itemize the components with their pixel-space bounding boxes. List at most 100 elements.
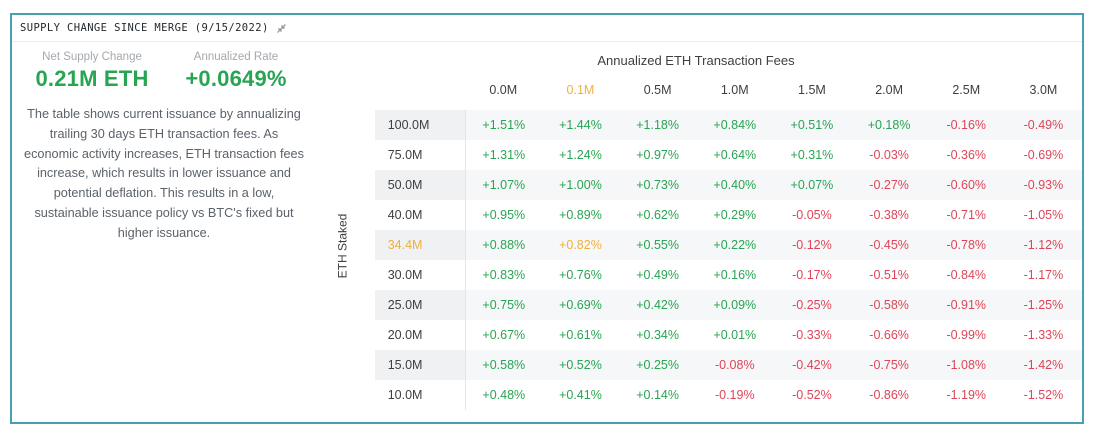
matrix-cell[interactable]: +0.31% bbox=[790, 148, 834, 162]
matrix-cell[interactable]: +0.64% bbox=[713, 148, 757, 162]
matrix-cell[interactable]: +1.00% bbox=[541, 170, 620, 200]
matrix-cell[interactable]: +0.55% bbox=[619, 230, 697, 260]
row-header-30.0M[interactable]: 30.0M bbox=[387, 268, 423, 282]
matrix-cell[interactable]: -0.42% bbox=[773, 350, 851, 380]
matrix-cell[interactable]: -0.17% bbox=[792, 268, 832, 282]
matrix-cell[interactable]: -1.52% bbox=[1023, 388, 1064, 402]
matrix-cell[interactable]: -0.27% bbox=[850, 170, 928, 200]
matrix-cell[interactable]: +0.16% bbox=[713, 268, 757, 282]
matrix-cell[interactable]: +0.95% bbox=[464, 200, 542, 230]
matrix-cell[interactable]: +0.49% bbox=[636, 268, 679, 282]
matrix-cell[interactable]: +0.09% bbox=[696, 290, 774, 320]
matrix-cell[interactable]: -0.99% bbox=[946, 328, 987, 342]
matrix-cell[interactable]: +0.40% bbox=[696, 170, 774, 200]
matrix-cell[interactable]: -0.36% bbox=[946, 148, 987, 162]
matrix-cell[interactable]: +0.62% bbox=[636, 208, 679, 222]
col-header-2.0M[interactable]: 2.0M bbox=[875, 83, 903, 97]
matrix-cell[interactable]: +0.25% bbox=[619, 350, 697, 380]
matrix-cell[interactable]: +1.24% bbox=[559, 148, 602, 162]
matrix-cell[interactable]: -1.42% bbox=[1004, 350, 1082, 380]
matrix-cell[interactable]: +0.14% bbox=[636, 388, 679, 402]
matrix-cell[interactable]: -0.33% bbox=[792, 328, 832, 342]
matrix-cell[interactable]: +0.73% bbox=[619, 170, 697, 200]
matrix-cell[interactable]: +0.51% bbox=[773, 110, 851, 140]
row-header-100.0M[interactable]: 100.0M bbox=[374, 110, 465, 140]
matrix-cell[interactable]: -0.78% bbox=[927, 230, 1005, 260]
matrix-cell[interactable]: -0.45% bbox=[850, 230, 928, 260]
matrix-cell[interactable]: -0.69% bbox=[1023, 148, 1064, 162]
matrix-cell[interactable]: +1.31% bbox=[464, 140, 542, 170]
matrix-cell[interactable]: +0.52% bbox=[541, 350, 620, 380]
matrix-cell[interactable]: +0.97% bbox=[636, 148, 679, 162]
matrix-cell[interactable]: +1.18% bbox=[619, 110, 697, 140]
matrix-cell[interactable]: -0.25% bbox=[773, 290, 851, 320]
matrix-cell[interactable]: -0.75% bbox=[850, 350, 928, 380]
matrix-cell[interactable]: +0.34% bbox=[636, 328, 679, 342]
matrix-cell[interactable]: +0.75% bbox=[464, 290, 542, 320]
matrix-cell[interactable]: -1.05% bbox=[1023, 208, 1064, 222]
col-header-0.5M[interactable]: 0.5M bbox=[643, 83, 672, 97]
matrix-cell[interactable]: +1.07% bbox=[464, 170, 542, 200]
matrix-cell[interactable]: +1.44% bbox=[541, 110, 620, 140]
row-header-34.4M[interactable]: 34.4M bbox=[374, 230, 465, 260]
matrix-cell[interactable]: +0.07% bbox=[773, 170, 851, 200]
col-header-1.5M[interactable]: 1.5M bbox=[798, 83, 826, 97]
matrix-cell[interactable]: -0.12% bbox=[773, 230, 851, 260]
matrix-cell[interactable]: -0.05% bbox=[792, 208, 832, 222]
matrix-cell[interactable]: -0.66% bbox=[869, 328, 909, 342]
matrix-cell[interactable]: -0.58% bbox=[850, 290, 928, 320]
matrix-cell[interactable]: +0.88% bbox=[464, 230, 542, 260]
matrix-cell[interactable]: -0.51% bbox=[869, 268, 909, 282]
matrix-cell[interactable]: -0.60% bbox=[927, 170, 1005, 200]
matrix-cell[interactable]: -1.19% bbox=[946, 388, 987, 402]
matrix-cell[interactable]: -1.33% bbox=[1023, 328, 1064, 342]
matrix-cell[interactable]: -0.86% bbox=[869, 388, 909, 402]
matrix-cell[interactable]: -0.38% bbox=[869, 208, 909, 222]
matrix-cell[interactable]: +0.01% bbox=[713, 328, 757, 342]
row-header-40.0M[interactable]: 40.0M bbox=[387, 208, 423, 222]
collapse-icon[interactable] bbox=[276, 23, 287, 34]
matrix-cell[interactable]: +0.76% bbox=[559, 268, 602, 282]
row-header-25.0M[interactable]: 25.0M bbox=[374, 290, 465, 320]
matrix-cell[interactable]: -0.03% bbox=[869, 148, 909, 162]
matrix-cell[interactable]: -0.16% bbox=[927, 110, 1005, 140]
matrix-cell[interactable]: +0.69% bbox=[541, 290, 620, 320]
col-header-1.0M[interactable]: 1.0M bbox=[720, 83, 749, 97]
matrix-cell[interactable]: +0.48% bbox=[464, 380, 542, 410]
matrix-cell[interactable]: -0.19% bbox=[714, 388, 755, 402]
row-header-75.0M[interactable]: 75.0M bbox=[387, 148, 423, 162]
matrix-cell[interactable]: -1.12% bbox=[1004, 230, 1082, 260]
matrix-cell[interactable]: -0.93% bbox=[1004, 170, 1082, 200]
col-header-0.0M[interactable]: 0.0M bbox=[489, 83, 518, 97]
matrix-cell[interactable]: +0.83% bbox=[464, 260, 542, 290]
matrix-cell[interactable]: +0.42% bbox=[619, 290, 697, 320]
col-header-2.5M[interactable]: 2.5M bbox=[952, 83, 981, 97]
table-title: Annualized ETH Transaction Fees bbox=[597, 53, 795, 68]
matrix-cell[interactable]: +0.22% bbox=[696, 230, 774, 260]
col-header-3.0M[interactable]: 3.0M bbox=[1029, 83, 1058, 97]
matrix-cell[interactable]: +0.84% bbox=[696, 110, 774, 140]
row-header-20.0M[interactable]: 20.0M bbox=[387, 328, 423, 342]
matrix-cell[interactable]: -1.25% bbox=[1004, 290, 1082, 320]
matrix-cell[interactable]: +0.58% bbox=[464, 350, 542, 380]
matrix-cell[interactable]: -0.49% bbox=[1004, 110, 1082, 140]
row-header-50.0M[interactable]: 50.0M bbox=[374, 170, 465, 200]
matrix-cell[interactable]: +0.29% bbox=[713, 208, 757, 222]
matrix-cell[interactable]: -0.91% bbox=[927, 290, 1005, 320]
matrix-cell[interactable]: +0.67% bbox=[464, 320, 542, 350]
matrix-cell[interactable]: -0.08% bbox=[696, 350, 774, 380]
matrix-cell[interactable]: -0.84% bbox=[946, 268, 987, 282]
matrix-cell[interactable]: +0.41% bbox=[559, 388, 602, 402]
matrix-cell[interactable]: -1.17% bbox=[1023, 268, 1064, 282]
matrix-cell[interactable]: -0.52% bbox=[792, 388, 832, 402]
row-header-10.0M[interactable]: 10.0M bbox=[387, 388, 423, 402]
matrix-cell[interactable]: -0.71% bbox=[946, 208, 987, 222]
matrix-cell[interactable]: +0.61% bbox=[559, 328, 602, 342]
col-header-0.1M[interactable]: 0.1M bbox=[566, 83, 595, 97]
matrix-cell[interactable]: +0.82% bbox=[541, 230, 620, 260]
matrix-cell[interactable]: +0.18% bbox=[850, 110, 928, 140]
matrix-cell[interactable]: +0.89% bbox=[559, 208, 602, 222]
row-header-15.0M[interactable]: 15.0M bbox=[374, 350, 465, 380]
matrix-cell[interactable]: +1.51% bbox=[464, 110, 542, 140]
matrix-cell[interactable]: -1.08% bbox=[927, 350, 1005, 380]
